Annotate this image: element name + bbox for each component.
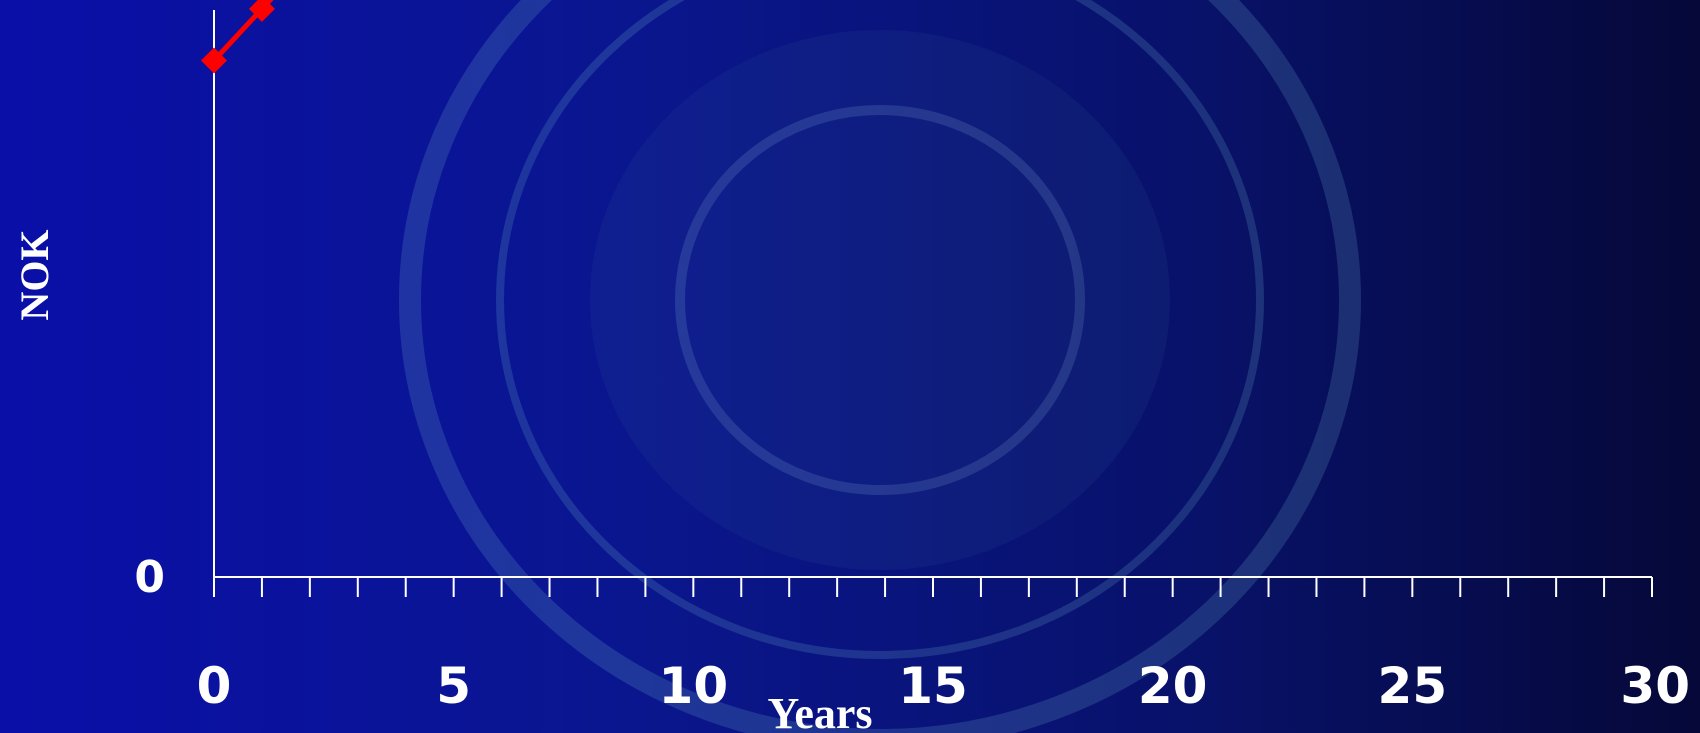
data-point <box>201 47 227 74</box>
background-seal-image <box>399 0 1361 733</box>
series-3 <box>201 0 275 74</box>
y-tick-label: 0 <box>134 552 165 603</box>
x-tick-label: 30 <box>1620 657 1690 715</box>
x-axis <box>213 10 1653 597</box>
data-point <box>248 0 275 22</box>
series-layer <box>201 0 275 74</box>
y-axis-title: NOK <box>12 229 57 320</box>
tick-labels: 01020304050051015202530 <box>134 552 1690 715</box>
x-tick-label: 25 <box>1378 657 1448 715</box>
x-tick-label: 15 <box>898 657 968 715</box>
x-tick-label: 20 <box>1138 657 1208 715</box>
x-axis-title: Years <box>767 689 872 733</box>
x-tick-label: 0 <box>197 657 232 715</box>
x-tick-label: 10 <box>659 657 729 715</box>
x-tick-label: 5 <box>436 657 471 715</box>
